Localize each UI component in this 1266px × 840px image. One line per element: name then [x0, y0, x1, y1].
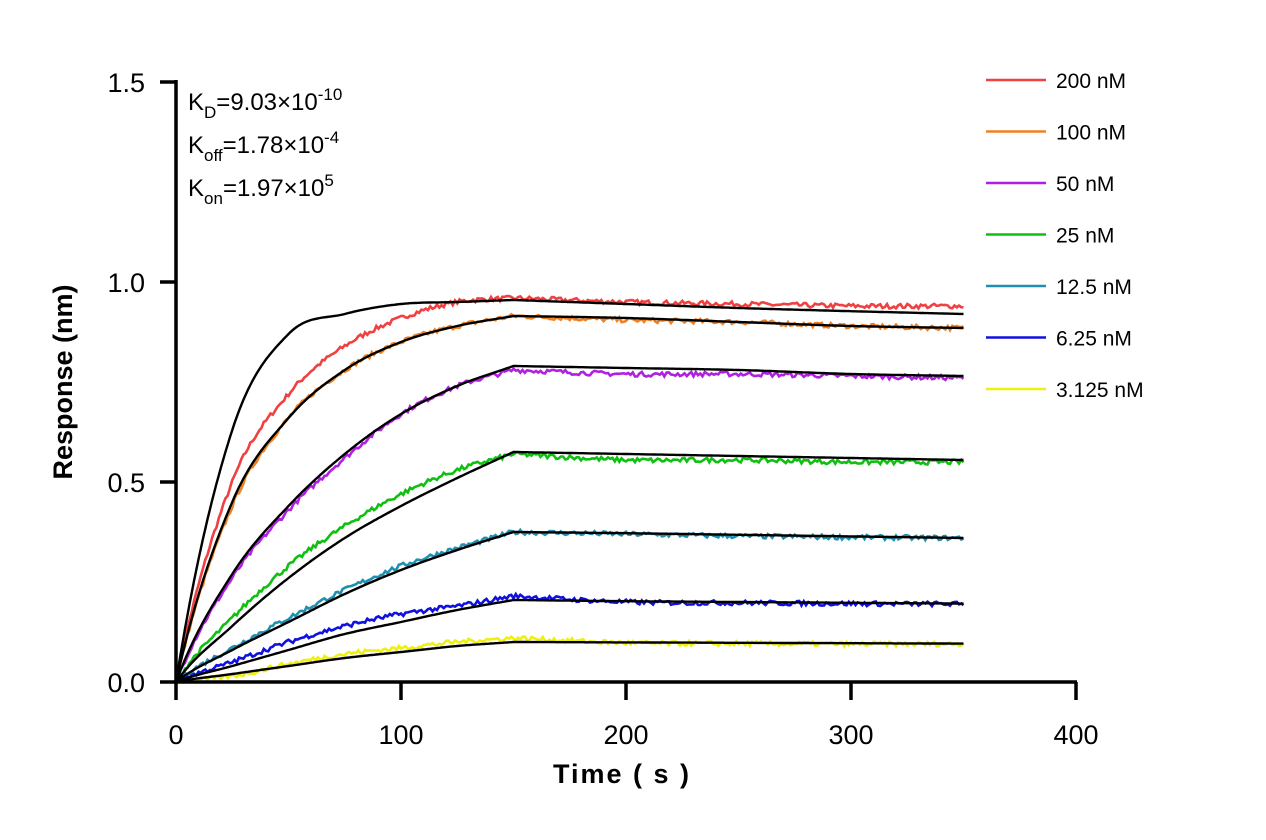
data-series-200-nM: [174, 294, 964, 683]
annotation-base: K: [188, 89, 204, 116]
fit-curve-200-nM: [174, 298, 964, 683]
legend-label: 25 nM: [1056, 225, 1114, 248]
annotation-value: =1.78×10: [223, 132, 324, 159]
data-series-50-nM: [174, 366, 965, 683]
annotation-exp: -10: [318, 85, 343, 104]
legend-label: 3.125 nM: [1056, 379, 1144, 402]
data-series-100-nM: [174, 312, 964, 683]
plot-curves: [174, 294, 965, 684]
y-tick-label: 1.0: [107, 268, 145, 298]
x-tick-label: 200: [603, 720, 648, 750]
annotation-on: Kon=1.97×105: [188, 171, 334, 208]
annotation-exp: 5: [324, 171, 333, 190]
y-ticks: 0.0 0.5 1.0 1.5: [107, 68, 176, 698]
annotation-sub: D: [204, 103, 216, 122]
fit-curve-6-25-nM: [175, 598, 964, 684]
x-tick-label: 0: [168, 720, 183, 750]
legend-label: 50 nM: [1056, 173, 1114, 196]
x-tick-label: 100: [378, 720, 423, 750]
y-axis-label: Response (nm): [48, 284, 78, 479]
legend-label: 200 nM: [1056, 70, 1126, 93]
annotation-D: KD=9.03×10-10: [188, 85, 342, 122]
data-series-6-25-nM: [175, 591, 965, 684]
y-tick-label: 0.0: [107, 668, 145, 698]
annotation-base: K: [188, 132, 204, 159]
annotation-off: Koff=1.78×10-4: [188, 128, 339, 165]
x-ticks: 0 100 200 300 400: [168, 682, 1099, 750]
legend-label: 100 nM: [1056, 122, 1126, 145]
x-axis-label: Time ( s ): [553, 759, 691, 789]
legend-label: 12.5 nM: [1056, 276, 1132, 299]
annotation-base: K: [188, 175, 204, 202]
data-series-25-nM: [174, 450, 965, 683]
x-tick-label: 300: [828, 720, 873, 750]
fit-curve-25-nM: [175, 450, 964, 683]
annotation-value: =9.03×10: [216, 89, 317, 116]
annotation-exp: -4: [324, 128, 339, 147]
fit-curve-50-nM: [174, 364, 964, 683]
legend-label: 6.25 nM: [1056, 328, 1132, 351]
y-tick-label: 0.5: [107, 468, 145, 498]
annotation-sub: on: [204, 189, 223, 208]
fit-curve-100-nM: [174, 314, 964, 683]
y-tick-label: 1.5: [107, 68, 145, 98]
annotation-value: =1.97×10: [223, 175, 324, 202]
fit-curve-3-125-nM: [175, 640, 964, 684]
annotation-sub: off: [204, 146, 223, 165]
fit-curve-12-5-nM: [175, 530, 964, 683]
legend: 200 nM 100 nM 50 nM 25 nM 12.5 nM 6.25 nM 3.12…: [986, 70, 1144, 402]
x-tick-label: 400: [1053, 720, 1098, 750]
